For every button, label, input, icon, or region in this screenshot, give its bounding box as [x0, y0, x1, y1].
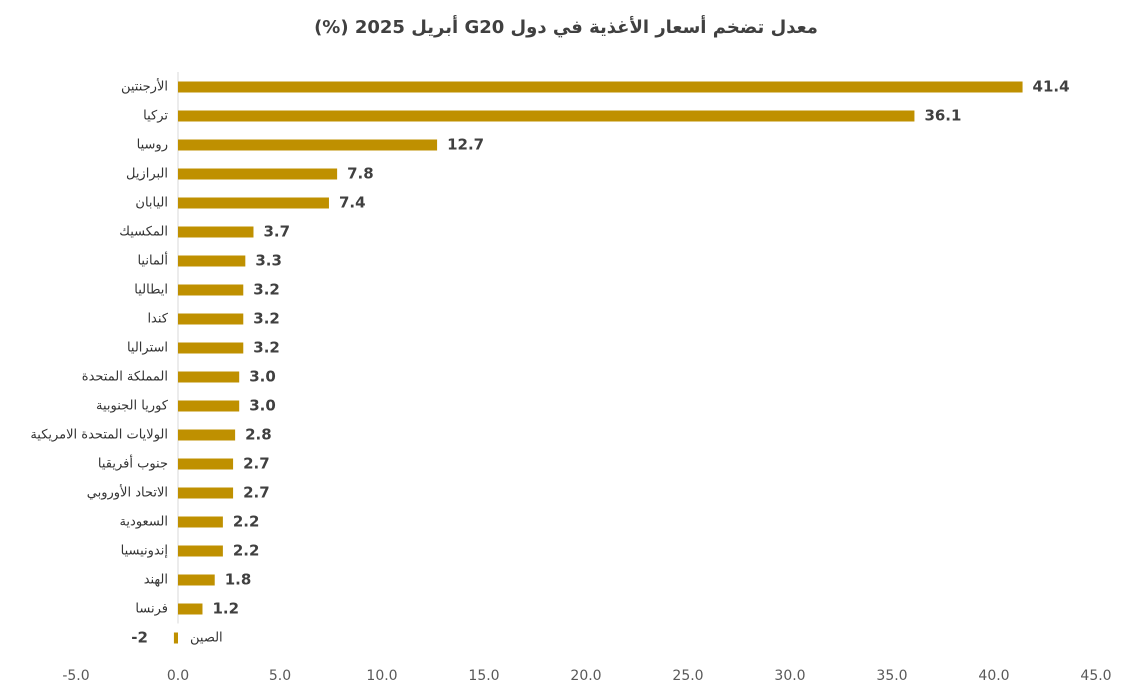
category-label: إندونيسيا: [121, 544, 168, 559]
chart-title: معدل تضخم أسعار الأغذية في دول G20 أبريل…: [314, 15, 818, 38]
x-tick-label: 15.0: [468, 668, 499, 684]
value-label: 2.7: [243, 455, 270, 473]
bar: [178, 197, 329, 209]
category-label: فرنسا: [135, 602, 168, 617]
category-label: الولايات المتحدة الامريكية: [30, 428, 168, 443]
bar: [178, 574, 215, 586]
value-label: 3.2: [253, 339, 280, 357]
value-label: 3.3: [255, 252, 282, 270]
category-label: استراليا: [127, 341, 168, 356]
category-label: تركيا: [143, 109, 168, 124]
bar: [178, 603, 203, 615]
category-label: الصين: [190, 631, 223, 646]
bar: [178, 81, 1023, 93]
value-label: 2.8: [245, 426, 272, 444]
category-label: جنوب أفريقيا: [98, 455, 168, 472]
category-label: البرازيل: [126, 167, 168, 182]
bar: [178, 487, 234, 499]
category-label: اليابان: [135, 196, 168, 211]
category-label: الهند: [144, 573, 168, 588]
x-tick-label: 35.0: [876, 668, 907, 684]
bar: [178, 255, 246, 267]
category-label: ايطاليا: [134, 283, 168, 298]
x-tick-label: 20.0: [570, 668, 601, 684]
category-label: المكسيك: [119, 225, 168, 240]
bar: [178, 313, 244, 325]
category-label: ألمانيا: [137, 252, 168, 269]
category-label: الأرجنتين: [121, 78, 168, 95]
x-tick-label: 5.0: [269, 668, 291, 684]
value-label: 12.7: [447, 136, 484, 154]
category-label: السعودية: [119, 515, 168, 530]
bar: [178, 284, 244, 296]
x-tick-label: 45.0: [1080, 668, 1111, 684]
bar: [178, 516, 223, 528]
value-label: 7.8: [347, 165, 374, 183]
bar: [178, 342, 244, 354]
bar: [178, 545, 223, 557]
bar: [178, 371, 240, 383]
value-label: -2: [131, 629, 148, 647]
x-tick-label: 0.0: [167, 668, 189, 684]
category-label: كوريا الجنوبية: [96, 399, 169, 414]
value-label: 3.0: [249, 397, 276, 415]
value-label: 3.0: [249, 368, 276, 386]
value-label: 2.2: [233, 513, 260, 531]
value-label: 2.7: [243, 484, 270, 502]
category-label: كندا: [147, 312, 168, 327]
value-label: 3.2: [253, 310, 280, 328]
value-label: 3.2: [253, 281, 280, 299]
bar: [178, 429, 236, 441]
category-label: روسيا: [137, 138, 168, 153]
value-label: 2.2: [233, 542, 260, 560]
bar: [178, 168, 338, 180]
value-label: 36.1: [924, 107, 961, 125]
x-tick-label: -5.0: [62, 668, 89, 684]
value-label: 1.2: [212, 600, 239, 618]
x-tick-label: 30.0: [774, 668, 805, 684]
category-label: الاتحاد الأوروبي: [87, 484, 168, 501]
value-label: 41.4: [1033, 78, 1070, 96]
value-label: 7.4: [339, 194, 366, 212]
bar: [178, 458, 234, 470]
bar: [178, 110, 915, 122]
x-tick-label: 10.0: [366, 668, 397, 684]
x-tick-label: 40.0: [978, 668, 1009, 684]
value-label: 1.8: [225, 571, 252, 589]
bar: [178, 226, 254, 238]
x-tick-label: 25.0: [672, 668, 703, 684]
bar: [178, 400, 240, 412]
bar: [173, 632, 178, 644]
bar: [178, 139, 438, 151]
category-label: المملكة المتحدة: [82, 370, 168, 385]
value-label: 3.7: [263, 223, 290, 241]
